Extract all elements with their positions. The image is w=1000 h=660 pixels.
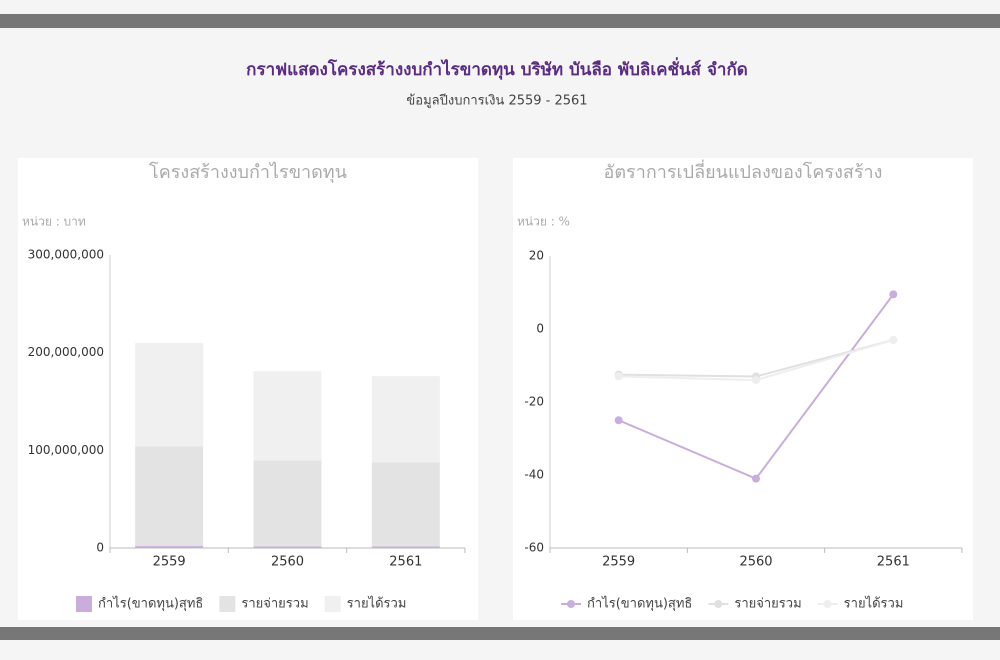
x-tick-label: 2561 xyxy=(877,555,910,570)
bar-segment xyxy=(135,446,204,547)
y-tick-label: -40 xyxy=(524,468,544,482)
legend-swatch xyxy=(324,596,341,612)
bar-segment xyxy=(135,342,204,447)
bar-segment xyxy=(371,546,440,548)
marker xyxy=(889,335,898,344)
y-tick-label: 20 xyxy=(529,249,544,263)
bar-segment xyxy=(253,546,322,548)
x-tick-label: 2559 xyxy=(602,555,635,570)
legend-label: รายจ่ายรวม xyxy=(734,597,801,612)
legend-swatch xyxy=(219,596,236,612)
legend-swatch xyxy=(823,600,832,608)
legend-swatch xyxy=(567,600,575,608)
y-tick-label: 200,000,000 xyxy=(28,345,104,359)
unit-label: หน่วย : % xyxy=(517,215,570,229)
bar-segment xyxy=(253,460,322,547)
chart-title: อัตราการเปลี่ยนแปลงของโครงสร้าง xyxy=(604,159,883,183)
bar-segment xyxy=(135,546,204,548)
x-tick-label: 2559 xyxy=(153,555,186,570)
y-tick-label: -60 xyxy=(524,541,544,555)
marker xyxy=(752,474,760,483)
page-subtitle: ข้อมูลปีงบการเงิน 2559 - 2561 xyxy=(406,93,587,109)
unit-label: หน่วย : บาท xyxy=(22,215,86,229)
y-tick-label: 300,000,000 xyxy=(28,248,104,262)
y-tick-label: 100,000,000 xyxy=(28,443,104,457)
marker xyxy=(752,376,760,385)
marker xyxy=(889,290,898,299)
y-tick-label: -20 xyxy=(524,395,544,409)
marker xyxy=(614,372,623,381)
marker xyxy=(614,416,623,425)
bottom-band xyxy=(0,627,1000,640)
y-tick-label: 0 xyxy=(96,541,104,555)
legend-label: รายจ่ายรวม xyxy=(241,597,308,612)
x-tick-label: 2560 xyxy=(739,555,772,570)
panel xyxy=(513,158,973,620)
legend-swatch xyxy=(76,596,92,612)
bar-segment xyxy=(371,376,440,463)
page-title: กราฟแสดงโครงสร้างงบกำไรขาดทุน บริษัท บัน… xyxy=(246,57,748,80)
legend-label: รายได้รวม xyxy=(844,596,904,612)
x-tick-label: 2560 xyxy=(271,555,304,570)
x-tick-label: 2561 xyxy=(389,555,422,570)
bar-segment xyxy=(253,371,322,461)
bar-segment xyxy=(371,462,440,547)
y-tick-label: 0 xyxy=(536,322,544,336)
top-band xyxy=(0,14,1000,28)
legend-swatch xyxy=(714,600,723,608)
legend-label: กำไร(ขาดทุน)สุทธิ xyxy=(98,596,203,612)
legend-label: รายได้รวม xyxy=(347,596,407,612)
legend-label: กำไร(ขาดทุน)สุทธิ xyxy=(587,596,692,612)
chart-title: โครงสร้างงบกำไรขาดทุน xyxy=(149,161,347,183)
